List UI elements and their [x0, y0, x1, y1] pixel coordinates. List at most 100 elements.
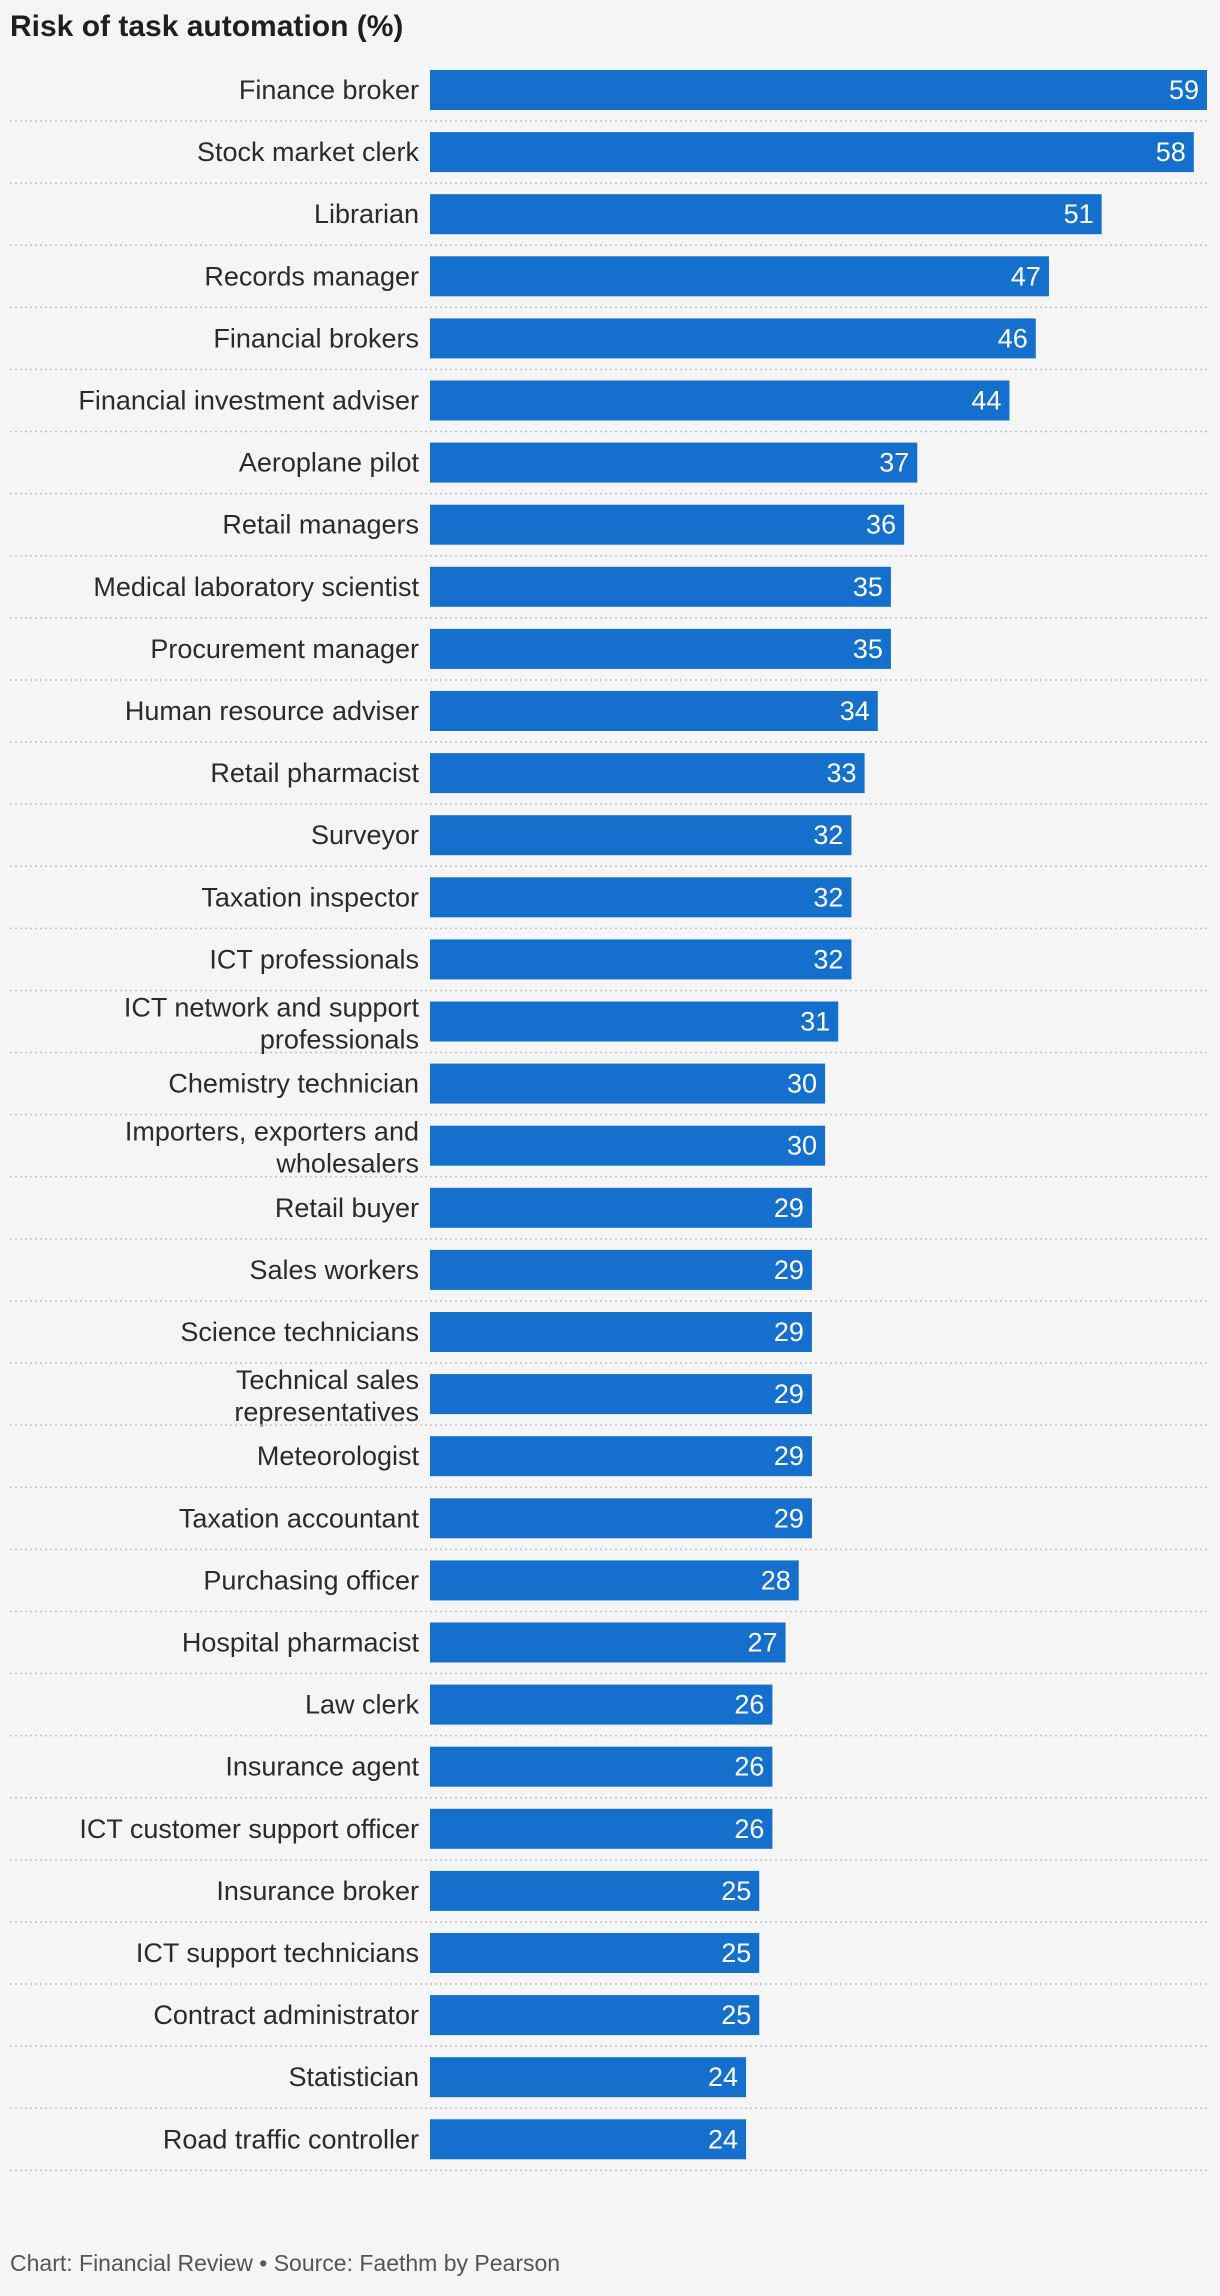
bar	[430, 877, 852, 918]
value-label: 34	[840, 696, 870, 726]
bar	[430, 1249, 812, 1290]
bar	[430, 1995, 760, 2036]
bar	[430, 753, 865, 794]
bar	[430, 815, 852, 856]
bar	[430, 1436, 812, 1477]
bar	[430, 318, 1036, 359]
category-label: Procurement manager	[150, 634, 419, 664]
bar	[430, 1808, 773, 1849]
category-label: Aeroplane pilot	[239, 448, 420, 478]
value-label: 29	[774, 1193, 804, 1223]
category-label: Librarian	[314, 199, 419, 229]
value-label: 46	[998, 323, 1028, 353]
value-label: 28	[761, 1565, 791, 1595]
category-label: Surveyor	[311, 820, 419, 850]
category-label: Human resource adviser	[125, 696, 419, 726]
category-label: Stock market clerk	[197, 137, 420, 167]
category-label: Chemistry technician	[168, 1069, 419, 1099]
category-label: Finance broker	[239, 75, 419, 105]
value-label: 26	[734, 1690, 764, 1720]
value-label: 32	[813, 944, 843, 974]
bar	[430, 1684, 773, 1725]
chart-footer: Chart: Financial Review • Source: Faethm…	[10, 2250, 561, 2276]
bar	[430, 256, 1049, 297]
value-label: 24	[708, 2062, 738, 2092]
category-label: Taxation inspector	[201, 882, 419, 912]
bar	[430, 1933, 760, 1973]
value-label: 29	[774, 1317, 804, 1347]
value-label: 25	[721, 2000, 751, 2030]
value-label: 35	[853, 572, 883, 602]
bar	[430, 70, 1207, 110]
value-label: 37	[879, 448, 909, 478]
bar	[430, 132, 1194, 173]
bar	[430, 1187, 812, 1228]
bar	[430, 2057, 747, 2098]
category-label: Contract administrator	[153, 2000, 419, 2030]
chart-title: Risk of task automation (%)	[10, 10, 404, 43]
category-label: Law clerk	[305, 1690, 420, 1720]
value-label: 32	[813, 882, 843, 912]
value-label: 29	[774, 1441, 804, 1471]
bar	[430, 380, 1010, 421]
category-label: ICT professionals	[209, 944, 419, 974]
value-label: 29	[774, 1255, 804, 1285]
value-label: 29	[774, 1379, 804, 1409]
category-label: Financial brokers	[213, 323, 419, 353]
bar	[430, 442, 918, 483]
value-label: 26	[734, 1814, 764, 1844]
category-label: Retail managers	[222, 510, 419, 540]
category-label: Science technicians	[180, 1317, 419, 1347]
bar	[430, 2119, 747, 2160]
bar	[430, 1001, 839, 1042]
bar	[430, 1374, 812, 1415]
value-label: 25	[721, 1876, 751, 1906]
value-label: 30	[787, 1131, 817, 1161]
bar	[430, 1746, 773, 1787]
value-label: 33	[827, 758, 857, 788]
category-label: Records manager	[204, 261, 419, 291]
value-label: 58	[1156, 137, 1186, 167]
bar	[430, 194, 1102, 235]
category-label: Retail buyer	[275, 1193, 419, 1223]
value-label: 31	[800, 1007, 830, 1037]
bar	[430, 691, 878, 731]
category-label: Taxation accountant	[179, 1503, 420, 1533]
category-label: Retail pharmacist	[210, 758, 419, 788]
category-label: Medical laboratory scientist	[93, 572, 419, 602]
value-label: 59	[1169, 75, 1199, 105]
category-label: Financial investment adviser	[78, 386, 419, 416]
bar	[430, 1498, 812, 1539]
bar	[430, 628, 891, 669]
value-label: 29	[774, 1503, 804, 1533]
value-label: 30	[787, 1069, 817, 1099]
value-label: 51	[1064, 199, 1094, 229]
value-label: 27	[748, 1628, 778, 1658]
category-label: Road traffic controller	[163, 2124, 419, 2154]
category-label: ICT network and support professionals	[124, 993, 420, 1055]
bar	[430, 566, 891, 607]
category-label: Insurance agent	[225, 1752, 419, 1782]
category-label: Sales workers	[249, 1255, 419, 1285]
category-label: Hospital pharmacist	[182, 1628, 420, 1658]
value-label: 25	[721, 1938, 751, 1968]
category-label: Insurance broker	[216, 1876, 419, 1906]
value-label: 44	[971, 386, 1001, 416]
category-label: ICT support technicians	[136, 1938, 419, 1968]
bar	[430, 1125, 826, 1166]
bar	[430, 1063, 826, 1104]
bar	[430, 939, 852, 980]
bar	[430, 504, 905, 545]
bar	[430, 1622, 786, 1663]
value-label: 32	[813, 820, 843, 850]
category-label: Technical sales representatives	[234, 1365, 419, 1427]
category-label: Statistician	[288, 2062, 419, 2092]
category-label: Purchasing officer	[203, 1565, 419, 1595]
value-label: 35	[853, 634, 883, 664]
value-label: 47	[1011, 261, 1041, 291]
bar	[430, 1312, 812, 1352]
bar	[430, 1870, 760, 1911]
category-label: Importers, exporters and wholesalers	[125, 1117, 419, 1179]
value-label: 26	[734, 1752, 764, 1782]
category-label: Meteorologist	[257, 1441, 420, 1471]
